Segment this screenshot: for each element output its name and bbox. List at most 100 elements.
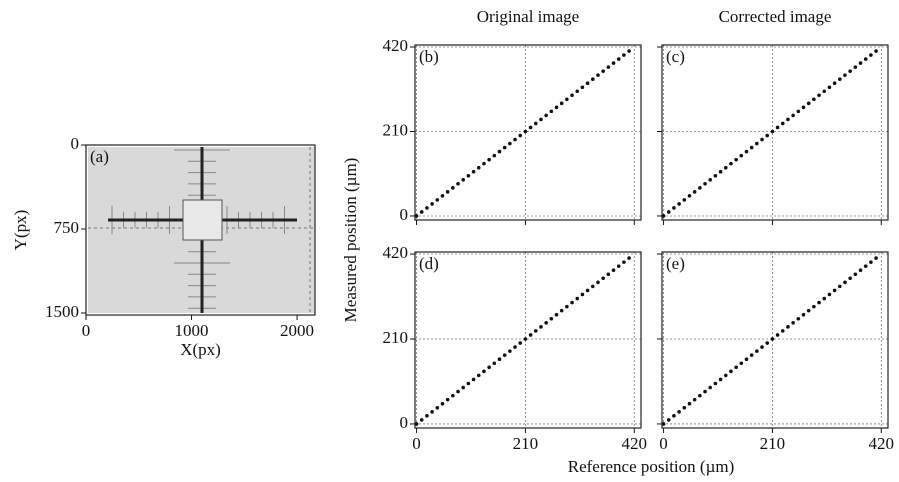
data-point	[617, 57, 621, 61]
data-point	[415, 422, 419, 426]
data-point	[812, 98, 816, 102]
data-point	[797, 317, 801, 321]
y-axis-label: Measured position (µm)	[341, 158, 360, 323]
data-point	[607, 65, 611, 69]
data-point	[544, 114, 548, 118]
data-point	[833, 289, 837, 293]
data-point	[822, 89, 826, 93]
data-point	[493, 361, 497, 365]
panel-label: (d)	[419, 254, 439, 273]
data-point	[430, 202, 434, 206]
data-point	[874, 49, 878, 53]
data-point	[441, 402, 445, 406]
data-point	[817, 301, 821, 305]
data-point	[869, 53, 873, 57]
data-point	[607, 272, 611, 276]
data-point	[508, 142, 512, 146]
data-point	[518, 134, 522, 138]
data-point	[596, 73, 600, 77]
data-point	[482, 370, 486, 374]
data-point	[776, 126, 780, 130]
data-point	[425, 414, 429, 418]
data-point	[472, 378, 476, 382]
data-point	[456, 390, 460, 394]
data-point	[781, 122, 785, 126]
data-point	[493, 154, 497, 158]
data-point	[456, 182, 460, 186]
data-point	[724, 374, 728, 378]
data-point	[430, 410, 434, 414]
data-point	[425, 206, 429, 210]
data-point	[677, 410, 681, 414]
y-tick-label: 420	[383, 36, 409, 55]
data-point	[708, 386, 712, 390]
data-point	[591, 285, 595, 289]
data-point	[461, 386, 465, 390]
data-point	[498, 150, 502, 154]
data-point	[755, 349, 759, 353]
data-point	[612, 61, 616, 65]
data-point	[703, 182, 707, 186]
data-point	[601, 276, 605, 280]
column-title: Original image	[477, 7, 579, 26]
data-point	[724, 166, 728, 170]
data-point	[586, 81, 590, 85]
data-point	[734, 158, 738, 162]
data-point	[662, 422, 666, 426]
data-point	[708, 178, 712, 182]
data-point	[575, 297, 579, 301]
data-point	[817, 93, 821, 97]
data-point	[874, 256, 878, 260]
data-point	[771, 130, 775, 134]
x-tick-label: 1000	[175, 321, 209, 340]
data-point	[869, 260, 873, 264]
x-axis-label: Reference position (µm)	[568, 457, 735, 476]
data-point	[667, 210, 671, 214]
data-point	[802, 106, 806, 110]
data-point	[864, 264, 868, 268]
y-tick-label: 0	[400, 413, 409, 432]
data-point	[688, 402, 692, 406]
x-tick-label: 0	[412, 434, 421, 453]
data-point	[740, 154, 744, 158]
data-point	[682, 406, 686, 410]
data-point	[791, 321, 795, 325]
x-tick-label: 2000	[280, 321, 314, 340]
data-point	[565, 305, 569, 309]
data-point	[859, 61, 863, 65]
data-point	[703, 390, 707, 394]
center-box	[183, 200, 222, 240]
x-axis-label: X(px)	[180, 340, 221, 359]
data-point	[524, 337, 528, 341]
data-point	[617, 264, 621, 268]
data-point	[544, 321, 548, 325]
y-tick-label: 750	[54, 218, 80, 237]
data-point	[467, 382, 471, 386]
plot-frame	[662, 252, 888, 428]
data-point	[612, 268, 616, 272]
data-point	[734, 366, 738, 370]
data-point	[555, 106, 559, 110]
x-tick-label: 420	[622, 434, 648, 453]
data-point	[812, 305, 816, 309]
data-point	[791, 114, 795, 118]
data-point	[833, 81, 837, 85]
data-point	[760, 138, 764, 142]
data-point	[828, 85, 832, 89]
data-point	[601, 69, 605, 73]
data-point	[503, 146, 507, 150]
data-point	[714, 382, 718, 386]
data-point	[843, 281, 847, 285]
data-point	[771, 337, 775, 341]
data-point	[698, 394, 702, 398]
data-point	[750, 146, 754, 150]
sample-image	[88, 147, 315, 313]
data-point	[859, 268, 863, 272]
y-axis-label: Y(px)	[11, 210, 30, 251]
data-point	[838, 285, 842, 289]
data-point	[667, 418, 671, 422]
data-point	[838, 77, 842, 81]
data-point	[477, 374, 481, 378]
data-point	[415, 214, 419, 218]
y-tick-label: 0	[400, 205, 409, 224]
